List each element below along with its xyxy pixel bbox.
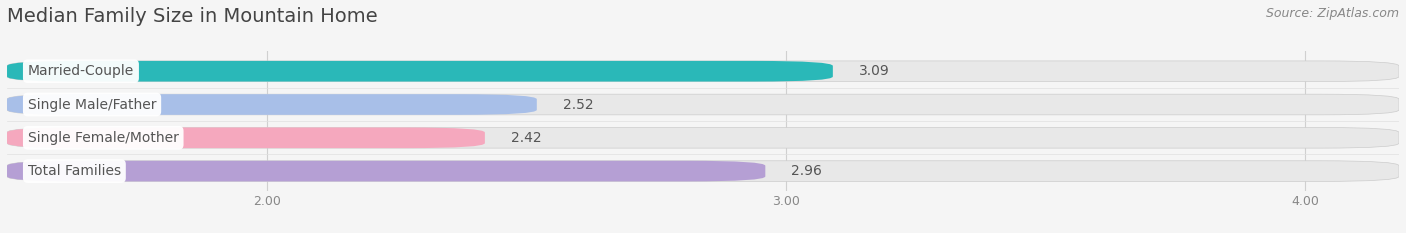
Text: Single Male/Father: Single Male/Father — [28, 98, 156, 112]
Text: Median Family Size in Mountain Home: Median Family Size in Mountain Home — [7, 7, 378, 26]
FancyBboxPatch shape — [7, 127, 485, 148]
Text: Single Female/Mother: Single Female/Mother — [28, 131, 179, 145]
Text: Source: ZipAtlas.com: Source: ZipAtlas.com — [1265, 7, 1399, 20]
Text: 3.09: 3.09 — [859, 64, 890, 78]
FancyBboxPatch shape — [7, 94, 1399, 115]
Text: 2.52: 2.52 — [562, 98, 593, 112]
FancyBboxPatch shape — [7, 61, 1399, 82]
Text: Married-Couple: Married-Couple — [28, 64, 134, 78]
Text: 2.96: 2.96 — [792, 164, 823, 178]
FancyBboxPatch shape — [7, 161, 1399, 182]
FancyBboxPatch shape — [7, 161, 765, 182]
Text: Total Families: Total Families — [28, 164, 121, 178]
FancyBboxPatch shape — [7, 127, 1399, 148]
FancyBboxPatch shape — [7, 94, 537, 115]
Text: 2.42: 2.42 — [510, 131, 541, 145]
FancyBboxPatch shape — [7, 61, 832, 82]
